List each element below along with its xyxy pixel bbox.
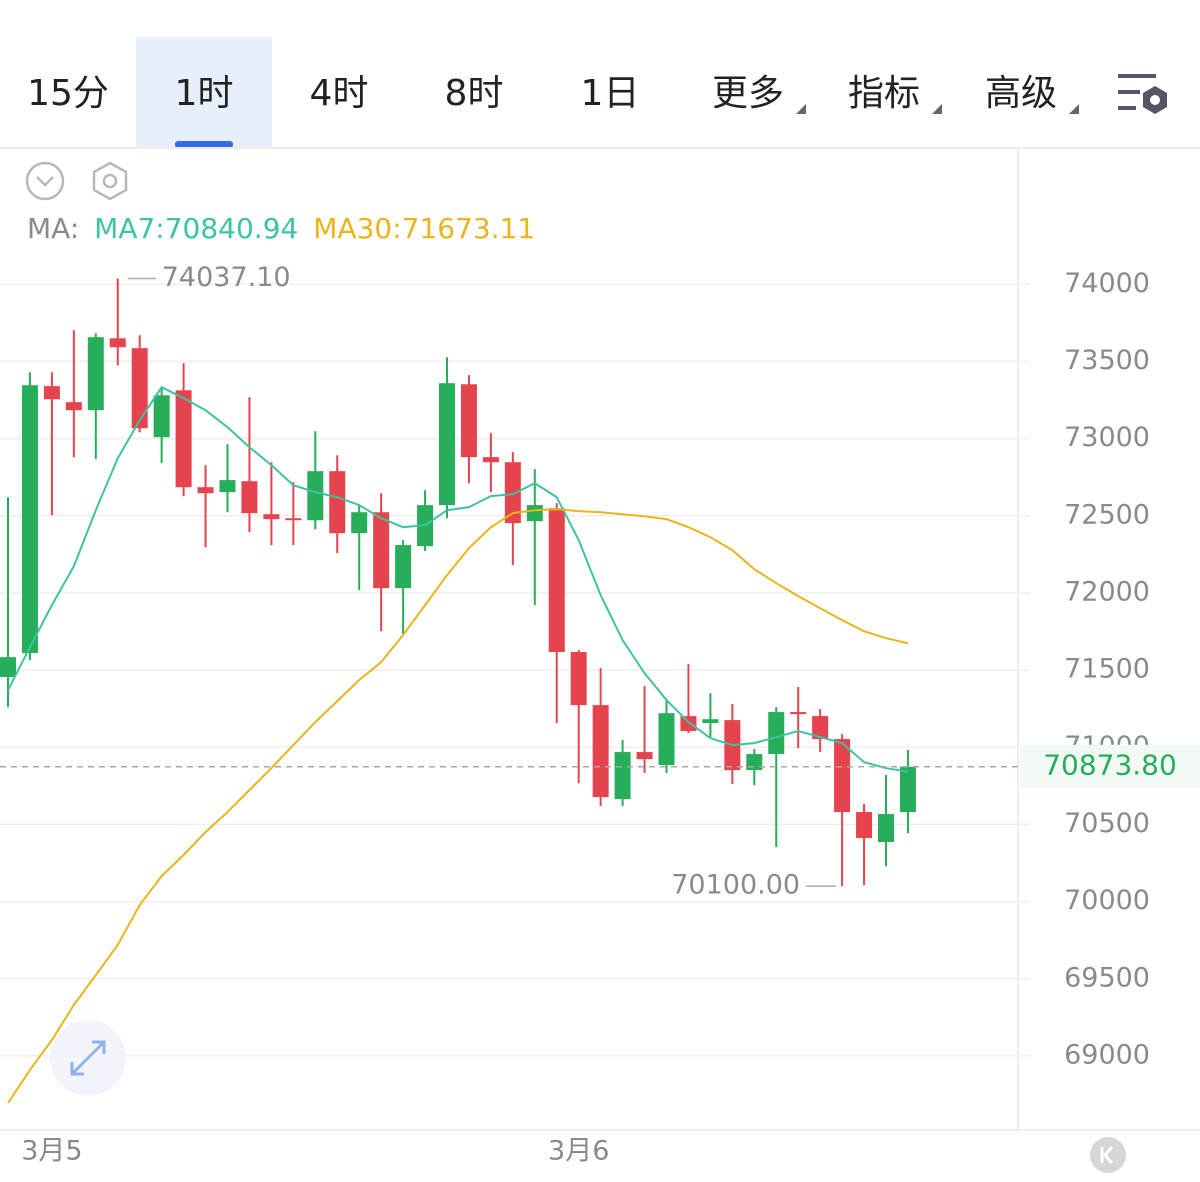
ma-line — [7, 385, 909, 773]
tab-label: 高级 — [985, 73, 1057, 114]
y-tick-label: 73500 — [1064, 345, 1150, 376]
candle-body — [87, 337, 104, 411]
candle-body — [219, 480, 236, 493]
ma-legend: MA: MA7:70840.94 MA30:71673.11 — [27, 212, 535, 245]
y-tick-label: 72500 — [1064, 499, 1150, 530]
candle-body — [373, 512, 390, 589]
candle-body — [175, 390, 192, 488]
y-tick-label: 74000 — [1064, 268, 1150, 299]
candle-body — [131, 348, 148, 429]
candle-body — [439, 383, 455, 506]
candle-body — [351, 512, 368, 534]
x-tick-label: 3月5 — [21, 1136, 82, 1167]
tab-label: 指标 — [848, 73, 920, 114]
y-tick-label: 73000 — [1064, 422, 1150, 453]
candle-body — [878, 814, 894, 843]
last-price-label: 70873.80 — [1043, 749, 1177, 782]
candle-body — [614, 752, 631, 800]
candle-body — [482, 457, 499, 463]
dropdown-caret — [1069, 104, 1079, 114]
tab[interactable]: 4时 — [310, 73, 369, 114]
tab-label: 更多 — [712, 73, 784, 114]
candle-body — [153, 395, 170, 438]
candle-body — [856, 812, 873, 839]
last-price-tag — [1020, 744, 1200, 789]
legend-ma7: MA7:70840.94 — [94, 212, 298, 245]
candle-body — [548, 508, 565, 653]
candle-body — [746, 754, 763, 771]
tab[interactable]: 1日 — [581, 73, 640, 114]
tab[interactable]: 指标 — [848, 73, 942, 114]
tab-highlight — [136, 37, 272, 148]
tab[interactable]: 高级 — [985, 73, 1079, 114]
expand-button[interactable] — [50, 1020, 126, 1096]
settings-icon[interactable] — [92, 161, 128, 201]
candle-body — [21, 385, 38, 654]
y-tick-label: 70500 — [1064, 808, 1150, 839]
candle-body — [43, 386, 60, 400]
y-tick-label: 72000 — [1064, 576, 1150, 607]
plot: 6900069500700007050071000715007200072500… — [0, 262, 1200, 1167]
candle-body — [658, 713, 675, 766]
candle-body — [702, 719, 719, 724]
candle-body — [504, 462, 521, 524]
tab-bar: 15分 1时 4时 8时 1日 更多 指标 高级 — [27, 37, 1079, 148]
ma-line — [7, 508, 909, 1104]
dropdown-caret — [932, 104, 942, 114]
candle-body — [680, 716, 697, 732]
candle-body — [0, 657, 16, 678]
dropdown-caret — [796, 104, 806, 114]
tab[interactable]: 15分 — [27, 73, 109, 114]
candle-body — [241, 481, 258, 514]
candle-body — [65, 402, 82, 411]
candle-body — [790, 712, 807, 715]
candle-body — [812, 716, 829, 740]
y-tick-label: 69500 — [1064, 962, 1150, 993]
tab[interactable]: 更多 — [712, 73, 806, 114]
candle-body — [899, 766, 916, 813]
tab[interactable]: 8时 — [445, 73, 504, 114]
candle-body — [592, 705, 609, 798]
tab-label: 1时 — [175, 73, 234, 114]
tab-label: 15分 — [27, 73, 109, 114]
y-tick-label: 71500 — [1064, 654, 1150, 685]
y-tick-label: 70000 — [1064, 885, 1150, 916]
candle-body — [834, 739, 851, 813]
candle-body — [109, 338, 126, 348]
y-tick-label: 69000 — [1064, 1039, 1150, 1070]
annotation-label: 70100.00 — [671, 870, 800, 901]
filter-icon[interactable] — [1118, 74, 1167, 114]
legend-prefix: MA: — [27, 212, 79, 245]
candle-body — [307, 471, 324, 521]
tab-underline — [175, 141, 233, 148]
scroll-left-button[interactable] — [1090, 1137, 1126, 1173]
tab-label: 1日 — [581, 73, 640, 114]
candle-body — [570, 652, 587, 706]
candle-body — [329, 471, 346, 534]
candle-body — [768, 712, 785, 755]
tab[interactable]: 1时 — [136, 37, 272, 148]
candle-body — [263, 514, 280, 520]
annotation-label: 74037.10 — [162, 262, 291, 293]
tab-label: 8时 — [445, 73, 504, 114]
candle-body — [526, 505, 543, 522]
legend-ma30: MA30:71673.11 — [313, 212, 535, 245]
candle-body — [197, 487, 214, 494]
candle-body — [285, 518, 302, 521]
collapse-icon[interactable] — [25, 161, 65, 201]
candle-body — [395, 545, 412, 589]
candle-body — [636, 752, 653, 760]
tab-label: 4时 — [310, 73, 369, 114]
x-tick-label: 3月6 — [548, 1136, 609, 1167]
candle-body — [460, 384, 477, 458]
